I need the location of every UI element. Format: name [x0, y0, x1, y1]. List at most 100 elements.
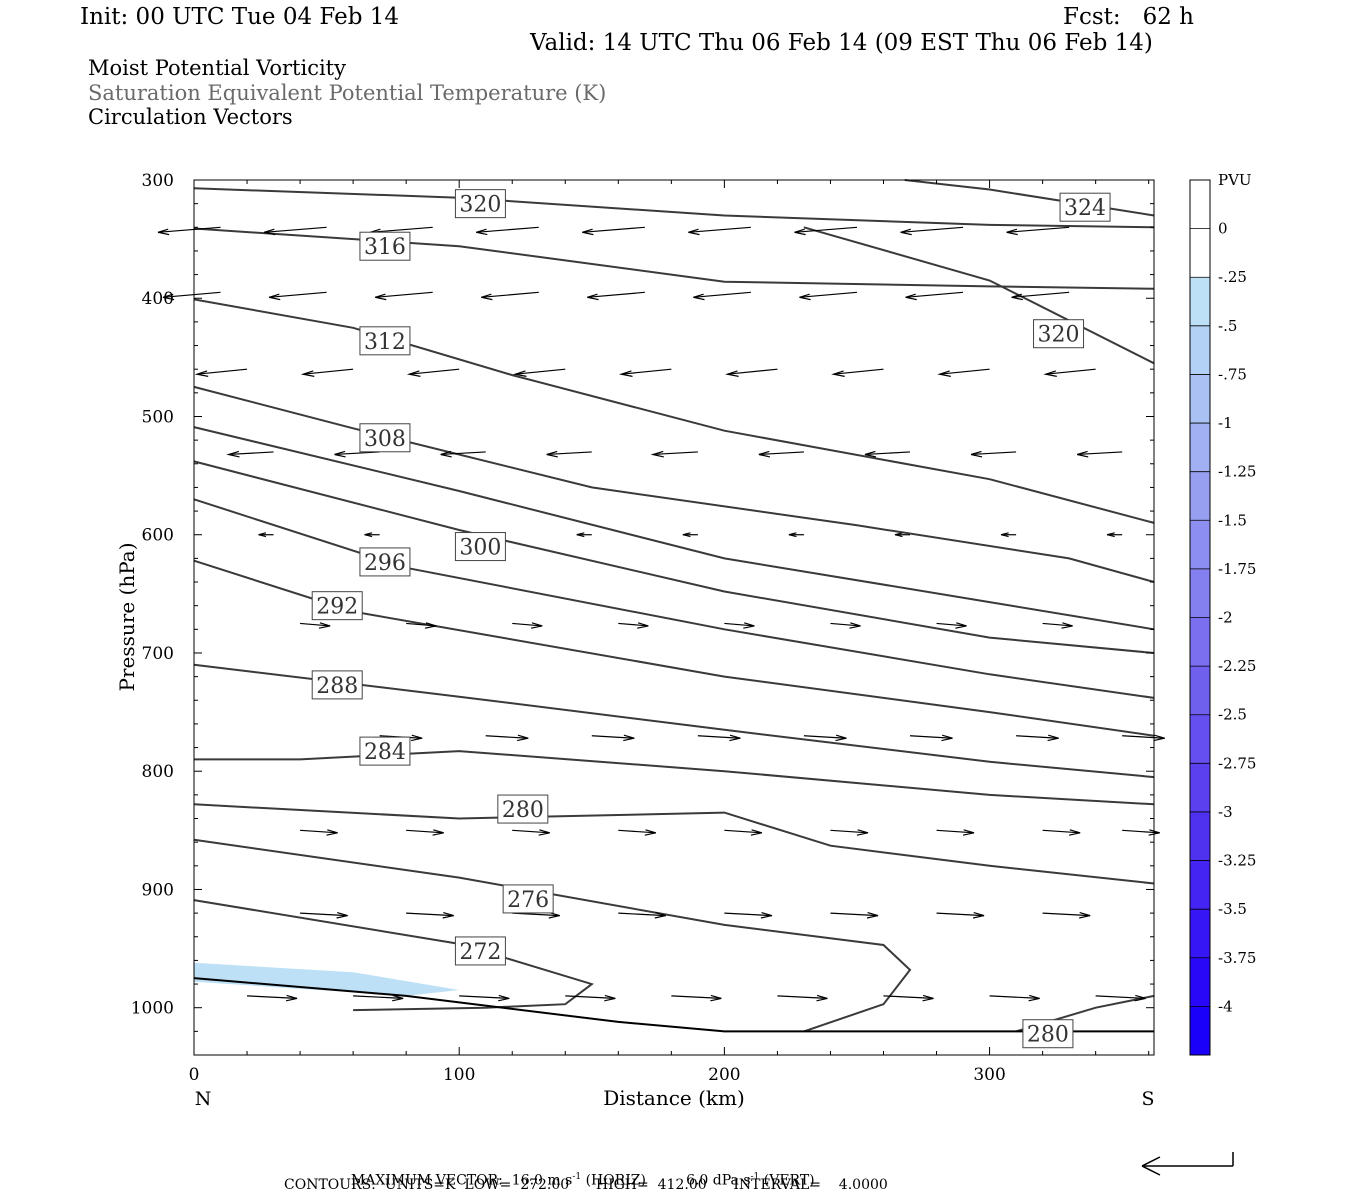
contour-line-304	[193, 426, 1155, 631]
y-tick-label: 900	[142, 880, 174, 900]
contour-label-text: 312	[364, 330, 406, 355]
colorbar-swatch	[1190, 617, 1210, 667]
colorbar-label: -4	[1218, 997, 1233, 1015]
circulation-vector	[300, 912, 348, 919]
colorbar-swatch	[1190, 909, 1210, 958]
circulation-vector	[788, 532, 804, 538]
circulation-vector	[406, 622, 437, 629]
contour-line-300	[193, 460, 1155, 654]
contour-label-box	[1033, 319, 1085, 349]
colorbar-swatch	[1190, 763, 1210, 812]
contour-line-272	[193, 899, 594, 1012]
circulation-vector	[1122, 829, 1160, 836]
contour-line-292	[193, 559, 1155, 737]
circulation-vector	[725, 368, 778, 377]
circulation-vector	[459, 994, 510, 1002]
reference-vector	[1141, 1152, 1234, 1176]
circulation-vector	[688, 226, 751, 236]
x-tick-label: 300	[973, 1065, 1005, 1085]
contour-label-text: 288	[316, 674, 358, 699]
circulation-vector	[883, 994, 934, 1002]
circulation-vector	[936, 622, 967, 629]
colorbar-swatch	[1190, 325, 1210, 375]
circulation-vector	[618, 368, 672, 377]
contour-label-box	[359, 326, 411, 356]
colorbar-label: -1	[1218, 414, 1233, 432]
contour-label-text: 280	[1027, 1023, 1069, 1048]
colorbar-swatch	[1190, 860, 1210, 910]
colorbar-label: -.5	[1218, 317, 1237, 335]
circulation-vector	[334, 450, 380, 458]
circulation-vector	[900, 226, 964, 236]
contour-label-284: 284	[359, 736, 411, 766]
max-vector-label: MAXIMUM VECTOR:	[350, 1172, 503, 1189]
contour-label-text: 284	[364, 740, 406, 765]
contour-label-text: 280	[502, 798, 544, 823]
circulation-vector	[1011, 291, 1070, 301]
colorbar-label: -.25	[1218, 268, 1247, 286]
y-tick-label: 800	[142, 762, 174, 782]
circulation-vector	[565, 994, 616, 1002]
circulation-vector	[263, 226, 327, 236]
colorbar-swatch	[1190, 520, 1210, 569]
colorbar-label: -3.25	[1218, 852, 1256, 870]
contour-label-box	[359, 736, 411, 766]
max-vector-line: MAXIMUM VECTOR: 16.0 m s-1 (HORIZ) 6.0 d…	[342, 1159, 815, 1188]
contour-label-box	[311, 670, 363, 700]
contour-line-280	[193, 803, 1155, 885]
circulation-vector	[864, 450, 911, 458]
contour-label-text: 296	[364, 551, 406, 576]
contour-label-296: 296	[359, 547, 411, 577]
circulation-vector	[1077, 450, 1123, 458]
circulation-vector	[1122, 734, 1165, 742]
circulation-vector	[300, 829, 338, 836]
circulation-vector	[1016, 734, 1059, 742]
contours-info: CONTOURS: UNITS=K LOW= 272.00 HIGH= 412.…	[284, 1177, 888, 1193]
contour-label-text: 320	[459, 193, 501, 218]
contour-label-300: 300	[454, 532, 506, 562]
circulation-vector	[894, 532, 911, 538]
contour-label-text: 324	[1064, 196, 1106, 221]
y-axis-label: Pressure (hPa)	[115, 543, 139, 692]
circulation-vector	[375, 291, 433, 301]
colorbar-swatch	[1190, 714, 1210, 764]
circulation-vector	[364, 532, 380, 538]
contour-label-308: 308	[359, 423, 411, 453]
circulation-vector	[300, 368, 354, 377]
circulation-vector	[587, 291, 645, 301]
colorbar-swatch	[1190, 957, 1210, 1007]
contour-label-312: 312	[359, 326, 411, 356]
plot-frame	[193, 179, 1155, 1056]
colorbar-label: -2	[1218, 609, 1233, 627]
circulation-vector	[831, 368, 884, 377]
colorbar-label: -2.75	[1218, 754, 1256, 772]
y-tick-label: 600	[142, 526, 174, 546]
init-time: Init: 00 UTC Tue 04 Feb 14	[80, 4, 400, 30]
contour-line-284	[194, 750, 1155, 806]
circulation-vector	[353, 994, 404, 1002]
contour-label-288: 288	[311, 670, 363, 700]
circulation-vector	[618, 622, 649, 629]
pv-shaded-region	[194, 962, 460, 996]
terrain-line	[193, 977, 1154, 1033]
colorbar-label: -3.5	[1218, 900, 1247, 918]
circulation-vector	[194, 368, 248, 377]
circulation-vector	[618, 829, 656, 836]
x-tick-label: 100	[443, 1065, 475, 1085]
contour-label-box	[1059, 192, 1111, 222]
circulation-vector	[724, 622, 755, 629]
contour-label-text: 292	[316, 595, 358, 620]
circulation-vector	[830, 912, 879, 919]
contour-line-296	[193, 498, 1155, 699]
colorbar-swatch	[1190, 228, 1210, 278]
colorbar-label: -1.75	[1218, 560, 1256, 578]
horiz-unit: m s	[547, 1172, 573, 1189]
contour-line-316	[193, 227, 1155, 290]
circulation-vector	[512, 829, 550, 836]
circulation-vector	[162, 291, 221, 301]
contour-label-316: 316	[359, 231, 411, 261]
north-label: N	[195, 1088, 212, 1110]
contour-line-312	[193, 298, 1155, 524]
vert-unit-exp: -1	[750, 1172, 760, 1182]
